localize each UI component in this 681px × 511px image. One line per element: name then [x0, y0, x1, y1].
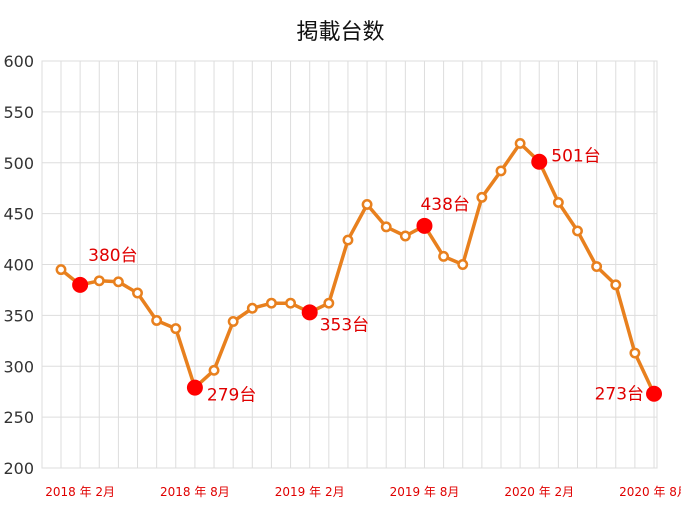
data-point: [629, 347, 641, 359]
data-label: 273台: [595, 385, 644, 405]
data-point: [227, 316, 239, 327]
data-point: [112, 276, 124, 288]
x-axis: 2018 年 2月 2018 年 8月 2019 年 2月 2019 年 8月 2020…: [45, 485, 681, 499]
highlight-point: [72, 276, 89, 293]
x-tick-label: 2019 年 2月: [275, 485, 345, 499]
data-point: [610, 279, 622, 291]
data-point: [552, 196, 564, 208]
data-point: [132, 287, 143, 299]
data-label: 380台: [88, 246, 137, 266]
data-label: 501台: [551, 147, 600, 167]
series-line: [59, 141, 656, 395]
plot-frame: [41, 60, 658, 469]
x-tick-label: 2020 年 8月: [619, 485, 681, 499]
x-tick-label: 2019 年 8月: [390, 485, 460, 499]
y-tick-label: 350: [3, 306, 34, 325]
data-point: [342, 234, 354, 246]
data-point: [476, 191, 488, 203]
series-line-path: [59, 141, 656, 395]
data-point: [380, 221, 392, 233]
y-tick-label: 600: [3, 52, 34, 71]
highlight-point: [301, 304, 318, 321]
highlight-point: [186, 379, 203, 396]
data-point: [55, 264, 67, 276]
data-label: 353台: [320, 315, 369, 335]
data-point: [208, 364, 220, 376]
data-points: [55, 137, 663, 402]
y-tick-label: 450: [3, 205, 34, 224]
y-tick-label: 550: [3, 103, 34, 122]
data-point: [170, 323, 182, 335]
data-point: [457, 259, 469, 270]
data-point: [514, 137, 526, 149]
data-point: [323, 297, 335, 309]
y-tick-label: 200: [3, 459, 34, 478]
x-tick-label: 2018 年 2月: [45, 485, 115, 499]
highlight-point: [531, 153, 548, 170]
data-labels: 380台 279台 353台 438台 501台 273台: [88, 147, 644, 406]
chart-title: 掲載台数: [296, 20, 385, 45]
y-tick-label: 250: [3, 408, 34, 427]
data-label: 279台: [207, 386, 256, 406]
data-point: [572, 225, 583, 237]
data-point: [285, 297, 297, 309]
data-label: 438台: [420, 195, 469, 215]
y-tick-label: 500: [3, 154, 34, 173]
data-point: [265, 297, 277, 309]
x-tick-label: 2018 年 8月: [160, 485, 230, 499]
data-point: [151, 315, 163, 326]
data-point: [438, 250, 450, 262]
data-point: [246, 302, 258, 314]
data-point: [361, 199, 373, 210]
y-axis: 200 250 300 350 400 450 500 550 600: [3, 52, 34, 478]
data-point: [495, 165, 507, 177]
data-point: [399, 230, 411, 242]
x-tick-label: 2020 年 2月: [504, 485, 574, 499]
y-tick-label: 300: [3, 357, 34, 376]
y-tick-label: 400: [3, 256, 34, 275]
data-point: [591, 261, 603, 272]
highlight-point: [416, 217, 433, 234]
data-point: [93, 275, 105, 287]
highlight-point: [646, 385, 663, 402]
